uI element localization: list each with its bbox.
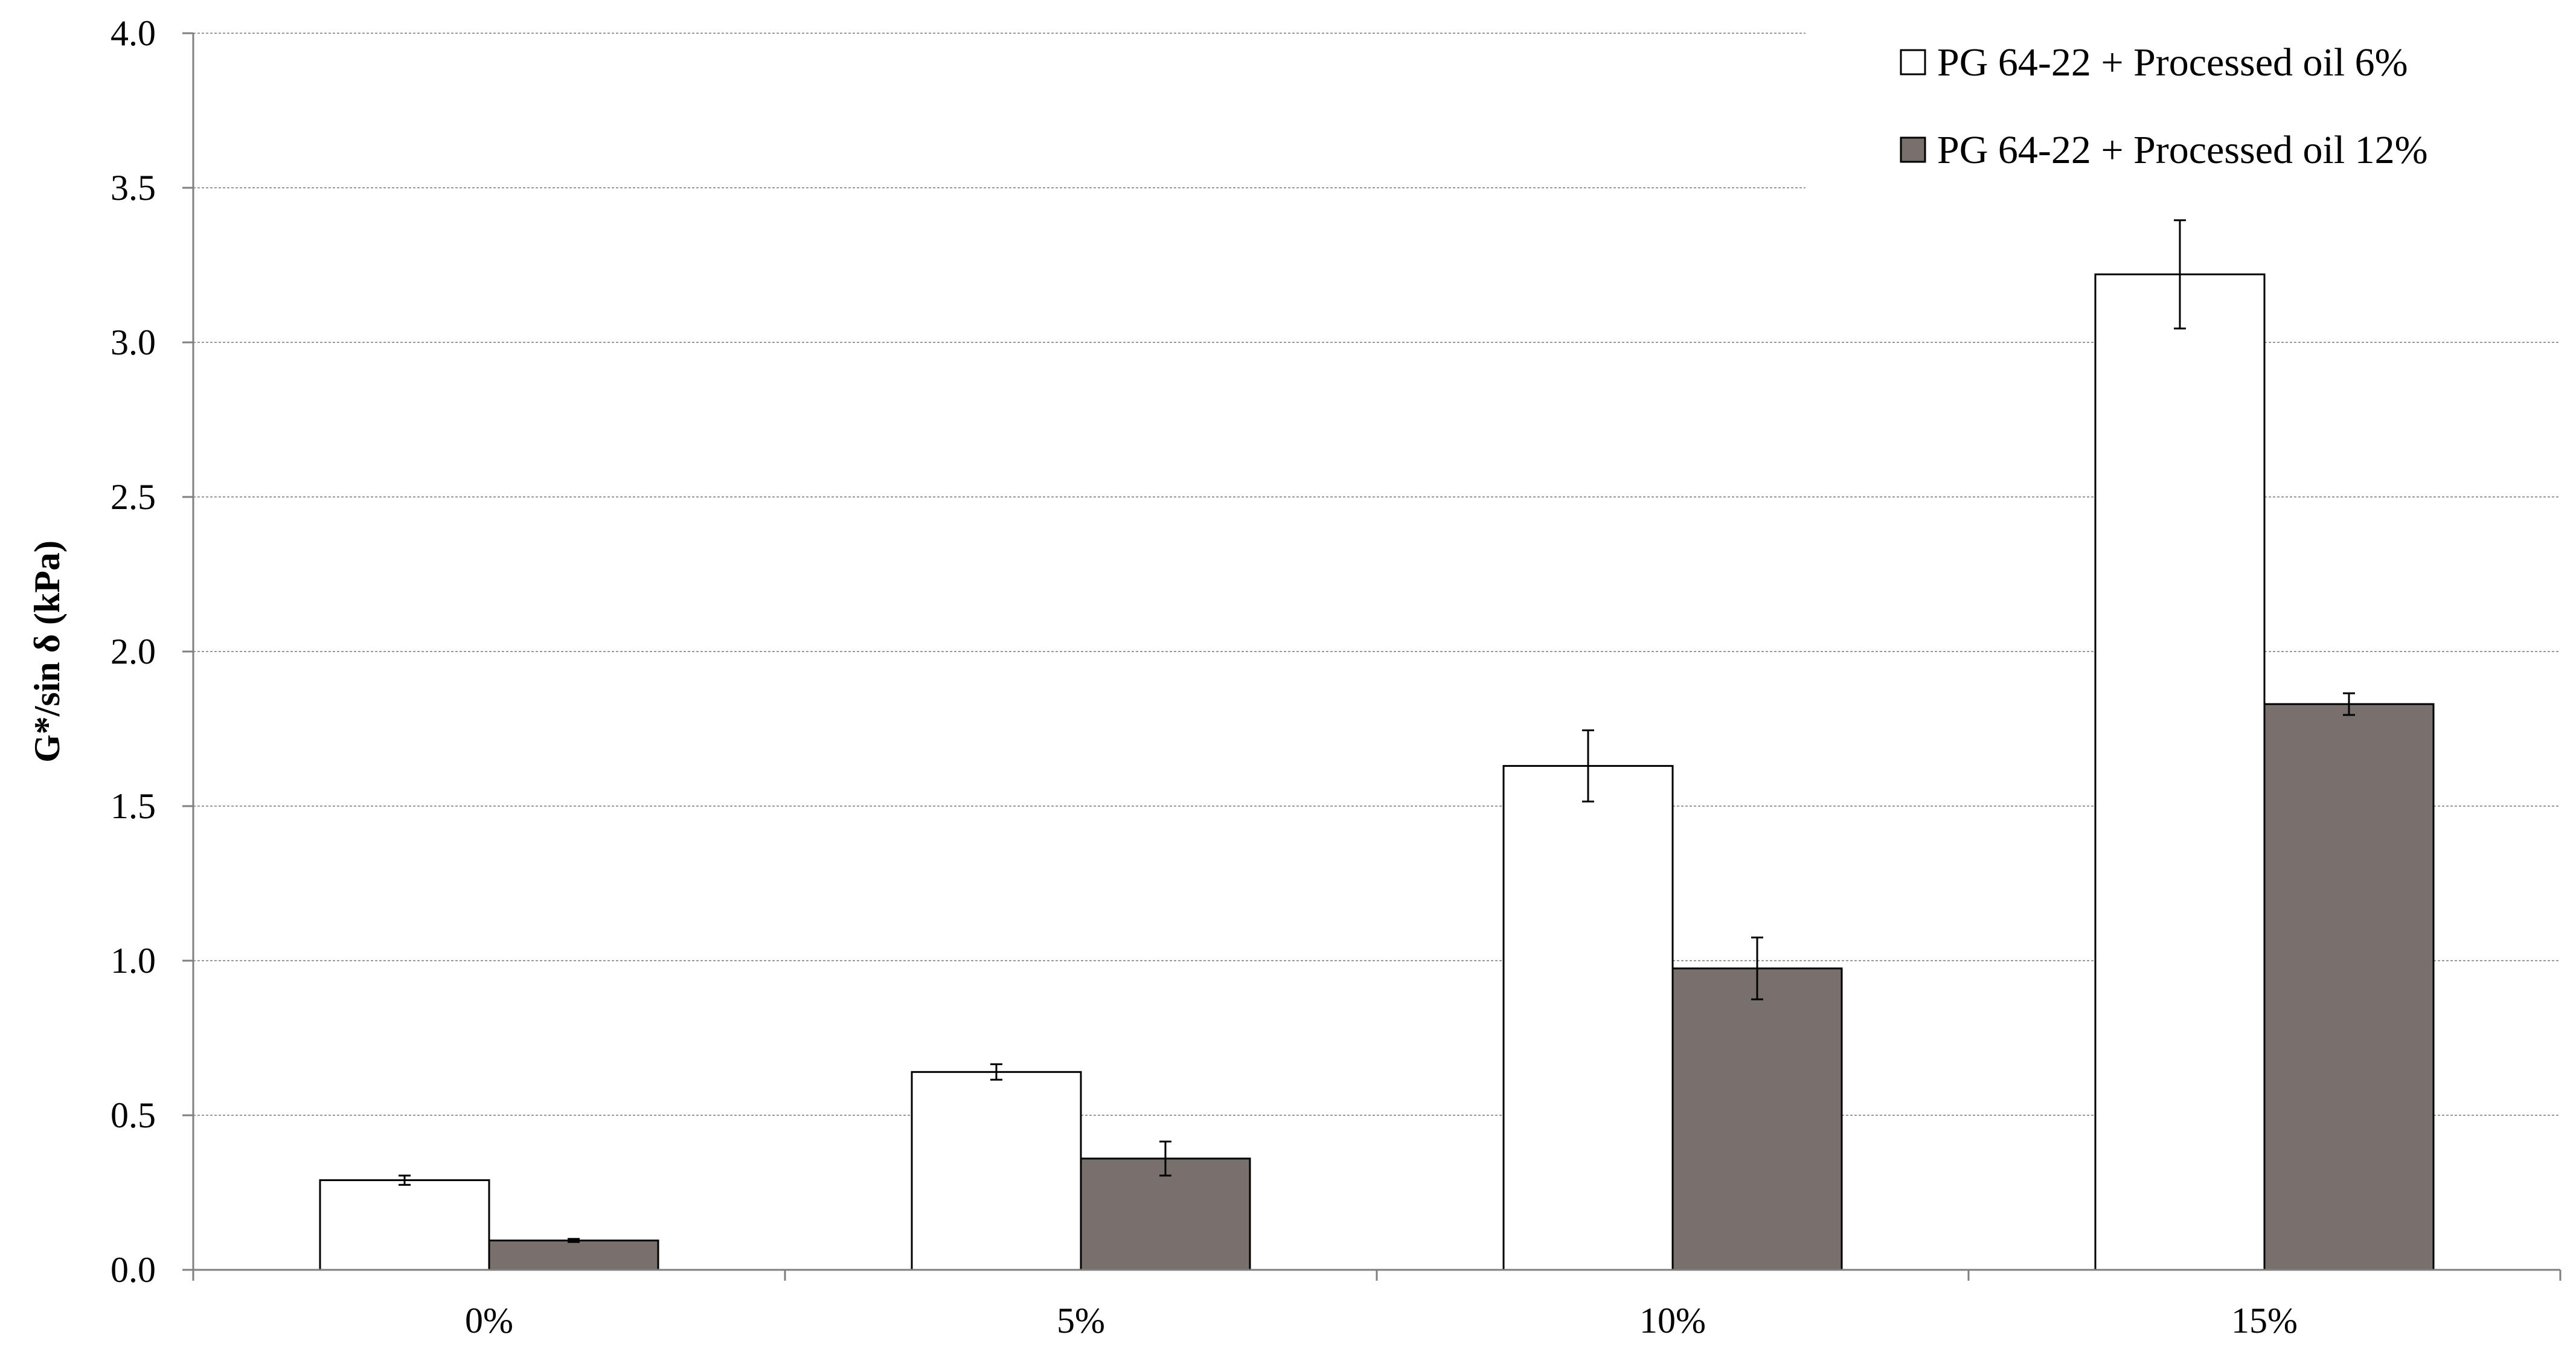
y-tick-label: 4.0 — [111, 13, 156, 53]
y-tick-label: 1.0 — [111, 941, 156, 981]
legend: PG 64-22 + Processed oil 6% PG 64-22 + Pr… — [1900, 40, 2428, 172]
legend-swatch — [1900, 136, 1926, 163]
y-tick-label: 3.0 — [111, 322, 156, 362]
legend-label: PG 64-22 + Processed oil 12% — [1937, 128, 2428, 172]
x-tick-labels: 0% 5% 10% 15% — [465, 1301, 2298, 1340]
bar-series-2 — [488, 1239, 659, 1271]
x-tick-label: 0% — [465, 1301, 513, 1340]
x-tick-label: 10% — [1639, 1301, 1706, 1340]
bar-series-1 — [319, 1179, 490, 1271]
legend-swatch — [1900, 49, 1926, 75]
bar-series-1 — [911, 1071, 1082, 1271]
legend-label: PG 64-22 + Processed oil 6% — [1937, 40, 2408, 85]
bar-series-1 — [1502, 764, 1674, 1271]
grid-lines — [193, 33, 2560, 1116]
y-tick-labels: 0.0 0.5 1.0 1.5 2.0 2.5 3.0 3.5 4.0 — [111, 13, 156, 1290]
bar-series-2 — [2263, 703, 2435, 1271]
bar-series-2 — [1080, 1158, 1251, 1271]
bars — [319, 273, 2435, 1271]
y-axis-title: G*/sin δ (kPa) — [27, 540, 67, 763]
bar-series-1 — [2094, 273, 2266, 1271]
y-tick-label: 0.0 — [111, 1250, 156, 1290]
y-tick-label: 2.5 — [111, 477, 156, 517]
axes — [182, 32, 2562, 1281]
y-tick-label: 3.5 — [111, 168, 156, 208]
bar-series-2 — [1671, 967, 1843, 1271]
error-bars — [399, 219, 2355, 1243]
x-tick-label: 15% — [2231, 1301, 2298, 1340]
x-tick-label: 5% — [1057, 1301, 1105, 1340]
y-tick-label: 2.0 — [111, 632, 156, 671]
y-tick-label: 0.5 — [111, 1095, 156, 1135]
y-tick-label: 1.5 — [111, 786, 156, 826]
